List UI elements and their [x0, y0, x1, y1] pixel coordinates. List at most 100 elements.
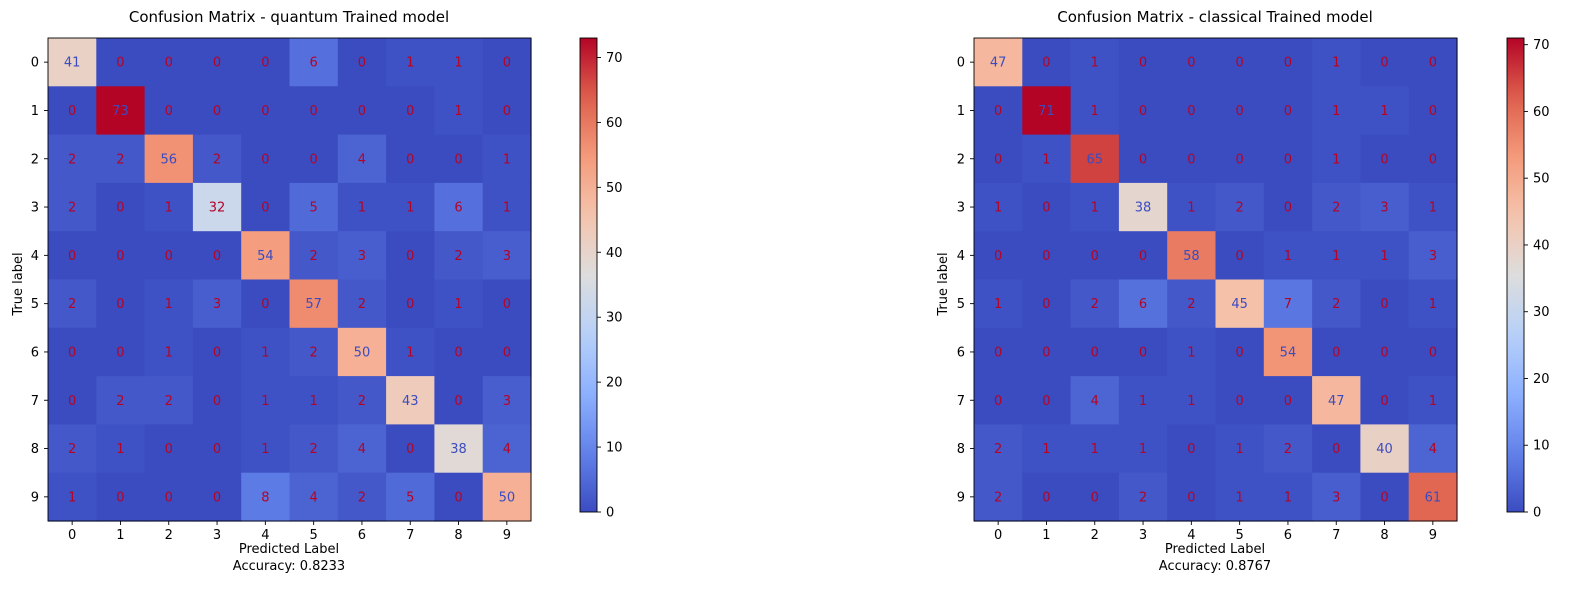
- matrix-cell: [1360, 376, 1410, 425]
- cell-value-label: 0: [261, 152, 269, 167]
- matrix-cell: [1263, 424, 1313, 474]
- cell-value-label: 0: [261, 56, 269, 71]
- matrix-cell: [48, 424, 97, 474]
- cell-value-label: 0: [1042, 345, 1050, 360]
- matrix-cell: [1360, 327, 1410, 377]
- cell-value-label: 61: [1425, 490, 1442, 505]
- x-tick-label: 6: [1284, 528, 1292, 543]
- cell-value-label: 1: [1187, 345, 1195, 360]
- y-tick-label: 8: [31, 442, 39, 457]
- matrix-cell: [1263, 86, 1313, 136]
- cell-value-label: 1: [406, 201, 414, 216]
- matrix-cell: [1215, 86, 1265, 136]
- cell-value-label: 2: [454, 249, 462, 264]
- y-tick-label: 0: [31, 56, 39, 71]
- matrix-cell: [1312, 134, 1361, 184]
- y-tick-label: 1: [31, 104, 39, 119]
- matrix-cell: [289, 376, 339, 425]
- matrix-cell: [1070, 134, 1120, 184]
- matrix-cell: [1118, 424, 1168, 474]
- cell-value-label: 1: [165, 297, 173, 312]
- x-tick-label: 0: [68, 528, 76, 543]
- cell-value-label: 0: [358, 56, 366, 71]
- matrix-cell: [337, 472, 387, 522]
- matrix-cell: [1070, 472, 1120, 522]
- matrix-cell: [482, 231, 532, 281]
- y-tick-label: 5: [31, 297, 39, 312]
- x-tick-label: 7: [1332, 528, 1340, 543]
- matrix-cell: [96, 472, 146, 522]
- cell-value-label: 4: [358, 442, 366, 457]
- matrix-cell: [1167, 279, 1217, 329]
- cell-value-label: 1: [1380, 104, 1388, 119]
- cell-value-label: 0: [261, 104, 269, 119]
- matrix-cell: [192, 182, 242, 232]
- cell-value-label: 0: [1091, 345, 1099, 360]
- cell-value-label: 0: [116, 345, 124, 360]
- cell-value-label: 6: [454, 201, 462, 216]
- matrix-cell: [241, 376, 291, 425]
- matrix-cell: [337, 86, 387, 136]
- x-tick-label: 8: [454, 528, 462, 543]
- cell-value-label: 0: [261, 201, 269, 216]
- matrix-cell: [337, 134, 387, 184]
- cell-value-label: 2: [1236, 201, 1244, 216]
- matrix-cell: [1022, 472, 1072, 522]
- colorbar-tick-label: 30: [1533, 305, 1550, 320]
- y-tick-label: 6: [31, 345, 39, 360]
- cell-value-label: 5: [406, 490, 414, 505]
- matrix-cell: [974, 424, 1023, 474]
- cell-value-label: 5: [310, 201, 318, 216]
- matrix-cell: [386, 134, 435, 184]
- colorbar-tick-label: 30: [606, 311, 623, 326]
- matrix-cell: [48, 472, 97, 522]
- matrix-cell: [482, 327, 532, 377]
- matrix-cell: [386, 231, 435, 281]
- cell-value-label: 0: [1187, 490, 1195, 505]
- matrix-cell: [96, 327, 146, 377]
- cell-value-label: 0: [116, 201, 124, 216]
- matrix-cell: [482, 86, 532, 136]
- cell-value-label: 1: [1332, 152, 1340, 167]
- matrix-cell: [48, 134, 97, 184]
- matrix-cell: [482, 424, 532, 474]
- cell-value-label: 1: [261, 394, 269, 409]
- colorbar-tick-label: 50: [1533, 172, 1550, 187]
- colorbar-tick-label: 40: [606, 246, 623, 261]
- matrix-cell: [974, 472, 1023, 522]
- y-tick-label: 1: [957, 104, 965, 119]
- matrix-cell: [1215, 134, 1265, 184]
- matrix-cell: [96, 38, 146, 87]
- y-tick-label: 9: [957, 490, 965, 505]
- matrix-cell: [289, 38, 339, 87]
- colorbar-tick-label: 70: [1533, 38, 1550, 53]
- cell-value-label: 2: [68, 297, 76, 312]
- cell-value-label: 0: [1380, 56, 1388, 71]
- matrix-cell: [1215, 472, 1265, 522]
- matrix-cell: [96, 231, 146, 281]
- colorbar-tick-label: 20: [606, 376, 623, 391]
- cell-value-label: 6: [1139, 297, 1147, 312]
- matrix-cell: [1022, 376, 1072, 425]
- cell-value-label: 4: [503, 442, 511, 457]
- matrix-cell: [434, 327, 484, 377]
- matrix-cell: [482, 38, 532, 87]
- cell-value-label: 0: [1187, 104, 1195, 119]
- matrix-cell: [482, 134, 532, 184]
- cell-value-label: 0: [1284, 104, 1292, 119]
- y-tick-label: 6: [957, 345, 965, 360]
- cell-value-label: 0: [165, 442, 173, 457]
- matrix-cell: [289, 231, 339, 281]
- matrix-cell: [1408, 327, 1458, 377]
- cell-value-label: 2: [358, 297, 366, 312]
- matrix-cell: [1070, 376, 1120, 425]
- cell-value-label: 47: [1328, 394, 1345, 409]
- x-axis-label-quantum: Predicted Label: [239, 542, 339, 557]
- cell-value-label: 0: [1380, 394, 1388, 409]
- matrix-cell: [144, 279, 194, 329]
- matrix-frame: [973, 37, 1458, 522]
- matrix-cell: [1360, 182, 1410, 232]
- matrix-cell: [144, 86, 194, 136]
- cell-value-label: 1: [406, 345, 414, 360]
- accuracy-note-quantum: Accuracy: 0.8233: [233, 559, 345, 574]
